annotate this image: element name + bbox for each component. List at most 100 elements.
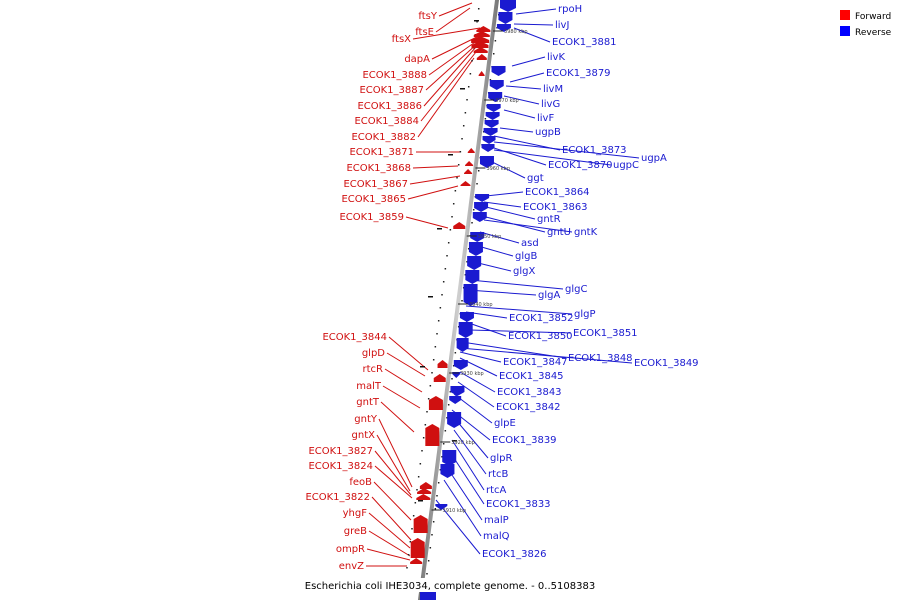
reverse-gene-arrow	[458, 322, 473, 338]
forward-gene-label[interactable]: ECOK1_3886	[357, 101, 422, 112]
reverse-gene-label[interactable]: ECOK1_3873	[562, 145, 627, 156]
backbone-dot	[446, 255, 448, 257]
backbone-dot	[476, 21, 478, 23]
backbone-mark	[428, 296, 433, 298]
reverse-gene-label[interactable]: ECOK1_3826	[482, 549, 547, 560]
legend-reverse-swatch	[840, 26, 850, 36]
reverse-gene-label[interactable]: glpR	[490, 453, 512, 464]
forward-gene-arrow	[465, 161, 474, 166]
backbone-dot	[409, 541, 412, 543]
reverse-labels: rpoH livJ ECOK1_3881 livK ECOK1_3879 livM livG…	[482, 4, 699, 560]
reverse-gene-label[interactable]: livK	[547, 52, 565, 63]
forward-gene-label[interactable]: ftsX	[392, 34, 411, 45]
reverse-gene-label[interactable]: glgA	[538, 290, 560, 301]
forward-gene-label[interactable]: ECOK1_3882	[351, 132, 416, 143]
forward-gene-label[interactable]: ompR	[336, 544, 365, 555]
reverse-gene-label[interactable]: ECOK1_3842	[496, 402, 561, 413]
reverse-gene-label[interactable]: ugpA	[641, 153, 667, 164]
reverse-gene-label[interactable]: malQ	[483, 531, 510, 542]
forward-gene-label[interactable]: malT	[356, 381, 382, 392]
forward-gene-label[interactable]: ECOK1_3822	[305, 492, 370, 503]
forward-gene-label[interactable]: ECOK1_3844	[322, 332, 387, 343]
forward-gene-label[interactable]: yhgF	[343, 508, 368, 519]
reverse-gene-label[interactable]: gntU	[547, 227, 571, 238]
reverse-gene-label[interactable]: ECOK1_3849	[634, 358, 699, 369]
scale-tick-label: 3920 kbp	[451, 440, 475, 446]
reverse-gene-label[interactable]: ugpC	[613, 160, 639, 171]
reverse-gene-label[interactable]: gntR	[537, 214, 561, 225]
reverse-gene-label[interactable]: rpoH	[558, 4, 582, 15]
forward-gene-label[interactable]: gntY	[354, 414, 378, 425]
forward-gene-label[interactable]: feoB	[349, 477, 372, 488]
forward-gene-label[interactable]: ECOK1_3827	[308, 446, 373, 457]
forward-gene-label[interactable]: ftsE	[415, 27, 434, 38]
backbone-dot	[441, 456, 443, 458]
reverse-gene-label[interactable]: livG	[541, 99, 560, 110]
reverse-gene-label[interactable]: rtcA	[486, 485, 507, 496]
forward-gene-arrow	[460, 181, 471, 186]
backbone-dot	[416, 489, 418, 491]
reverse-gene-label[interactable]: ECOK1_3845	[499, 371, 564, 382]
backbone-mark	[437, 228, 442, 230]
reverse-gene-label[interactable]: ggt	[527, 173, 544, 184]
forward-gene-label[interactable]: gntX	[352, 430, 376, 441]
forward-gene-label[interactable]: ftsY	[418, 11, 437, 22]
reverse-gene-label[interactable]: livJ	[555, 20, 569, 31]
reverse-gene-label[interactable]: ECOK1_3848	[568, 353, 633, 364]
reverse-gene-label[interactable]: ECOK1_3839	[492, 435, 557, 446]
backbone-dot	[451, 378, 453, 380]
reverse-gene-label[interactable]: malP	[484, 515, 509, 526]
reverse-gene-label[interactable]: livM	[543, 84, 563, 95]
backbone-dot	[446, 417, 448, 419]
forward-gene-label[interactable]: glpD	[362, 348, 385, 359]
backbone-dot	[414, 502, 417, 504]
reverse-gene-label[interactable]: ECOK1_3881	[552, 37, 617, 48]
reverse-gene-label[interactable]: ECOK1_3863	[523, 202, 588, 213]
reverse-gene-label[interactable]: glgB	[515, 251, 537, 262]
reverse-gene-label[interactable]: ugpB	[535, 127, 561, 138]
reverse-gene-label[interactable]: ECOK1_3864	[525, 187, 590, 198]
forward-gene-label[interactable]: ECOK1_3865	[341, 194, 406, 205]
backbone-dot	[447, 404, 450, 406]
reverse-gene-label[interactable]: livF	[537, 113, 554, 124]
forward-gene-label[interactable]: rtcR	[363, 364, 384, 375]
reverse-gene-label[interactable]: rtcB	[488, 469, 509, 480]
scale-tick-label: 3970 kbp	[495, 98, 519, 104]
reverse-gene-label[interactable]: glgP	[574, 309, 596, 320]
forward-gene-label[interactable]: ECOK1_3867	[343, 179, 408, 190]
backbone-dot	[412, 515, 415, 517]
reverse-gene-label[interactable]: ECOK1_3843	[497, 387, 562, 398]
forward-gene-arrow	[428, 396, 443, 410]
forward-gene-label[interactable]: ECOK1_3824	[308, 461, 373, 472]
forward-gene-label[interactable]: greB	[344, 526, 367, 537]
reverse-gene-label[interactable]: asd	[521, 238, 539, 249]
forward-gene-label[interactable]: ECOK1_3888	[362, 70, 427, 81]
backbone-dot	[471, 222, 473, 224]
reverse-gene-label[interactable]: glgX	[513, 266, 535, 277]
reverse-gene-label[interactable]: ECOK1_3852	[509, 313, 574, 324]
reverse-gene-label[interactable]: glgC	[565, 284, 587, 295]
backbone-dot	[449, 391, 452, 393]
forward-gene-label[interactable]: ECOK1_3884	[354, 116, 419, 127]
reverse-gene-label[interactable]: ECOK1_3847	[503, 357, 568, 368]
forward-gene-label[interactable]: ECOK1_3887	[359, 85, 424, 96]
forward-gene-label[interactable]: gntT	[356, 397, 380, 408]
reverse-gene-label[interactable]: ECOK1_3870	[548, 160, 613, 171]
forward-gene-label[interactable]: ECOK1_3859	[339, 212, 404, 223]
forward-gene-label[interactable]: dapA	[404, 54, 430, 65]
reverse-gene-label[interactable]: glpE	[494, 418, 516, 429]
forward-gene-label[interactable]: ECOK1_3871	[349, 147, 414, 158]
backbone-dot	[442, 443, 445, 445]
forward-gene-label[interactable]: envZ	[339, 561, 364, 572]
reverse-gene-label[interactable]: ECOK1_3879	[546, 68, 611, 79]
reverse-gene-arrow	[496, 24, 511, 32]
backbone-dot	[429, 385, 432, 387]
reverse-gene-label[interactable]: gntK	[574, 227, 598, 238]
forward-gene-label[interactable]: ECOK1_3868	[346, 163, 411, 174]
reverse-gene-label[interactable]: ECOK1_3833	[486, 499, 551, 510]
reverse-gene-arrow	[486, 104, 501, 112]
reverse-gene-arrow	[453, 360, 468, 370]
reverse-gene-label[interactable]: ECOK1_3850	[508, 331, 573, 342]
reverse-gene-label[interactable]: ECOK1_3851	[573, 328, 638, 339]
forward-gene-arrow	[416, 494, 431, 500]
